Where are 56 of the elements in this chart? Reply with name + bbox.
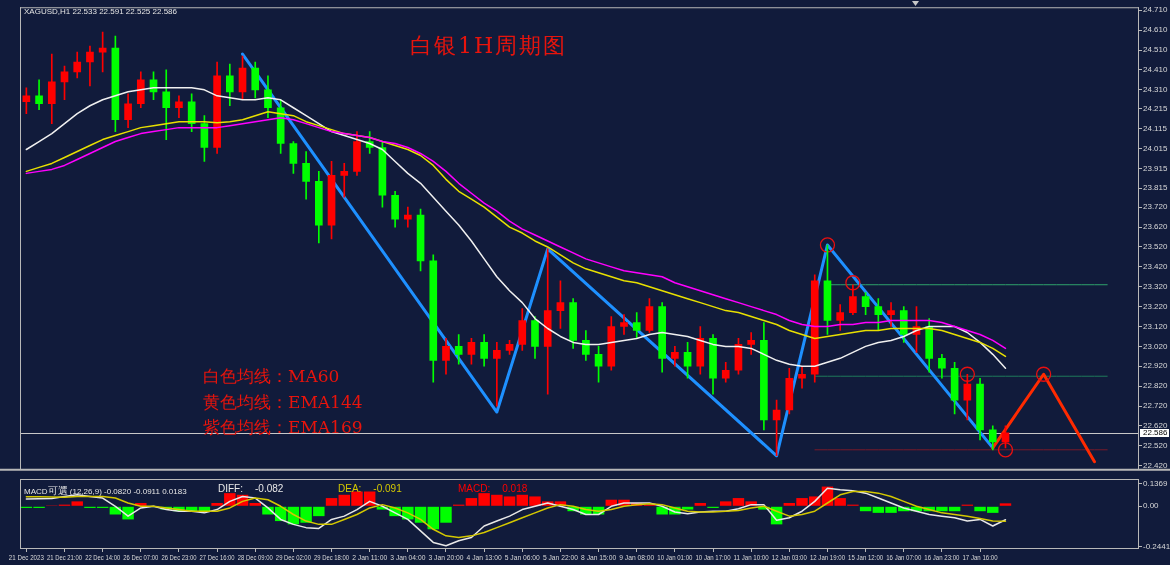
- y-tick-label: 22.820: [1143, 381, 1169, 391]
- x-tick-label: 9 Jan 08:00: [619, 552, 655, 563]
- y-tick-label: 23.320: [1143, 281, 1169, 291]
- y-tick-label: 23.220: [1143, 301, 1169, 311]
- x-tick-label: 4 Jan 13:00: [466, 552, 502, 563]
- y-tick-label: 24.610: [1143, 25, 1169, 35]
- y-tick-label: 24.710: [1143, 5, 1169, 15]
- y-tick-label: 24.310: [1143, 85, 1169, 95]
- series-label: DIFF:: [218, 483, 243, 495]
- series-label: DEA:: [338, 483, 362, 495]
- y-tick-label: 24.410: [1143, 65, 1169, 75]
- x-tick-label: 5 Jan 06:00: [504, 552, 540, 563]
- y-tick-label: 22.520: [1143, 441, 1169, 451]
- x-tick-label: 12 Jan 19:00: [809, 553, 846, 563]
- x-tick-label: 15 Jan 12:00: [848, 553, 884, 563]
- y-tick-label: 0.00: [1143, 501, 1160, 511]
- y-tick-label: 23.120: [1143, 321, 1169, 331]
- annotation: 紫色均线：EMA169: [203, 416, 363, 439]
- annotation: 黄色均线：EMA144: [203, 390, 363, 414]
- y-tick-label: 24.115: [1143, 123, 1168, 133]
- y-tick-label: 0.1369: [1143, 479, 1169, 488]
- x-tick-label: 10 Jan 01:00: [657, 553, 693, 563]
- y-tick-label: 22.720: [1143, 401, 1169, 411]
- y-tick-label: 24.015: [1143, 143, 1169, 153]
- y-tick-label: 23.620: [1143, 222, 1169, 232]
- y-tick-label: 23.520: [1143, 242, 1169, 252]
- x-tick-label: 3 Jan 20:00: [428, 552, 464, 563]
- y-tick-label: 22.920: [1143, 361, 1169, 371]
- x-tick-label: 5 Jan 22:00: [542, 552, 578, 563]
- annotation: 0.018: [502, 483, 528, 495]
- y-tick-label: 22.620: [1143, 421, 1169, 431]
- annotation: -0.082: [255, 483, 284, 495]
- series-label: MACD:: [458, 483, 491, 495]
- chart-subtitle: XAGUSD,H1 22.533 22.591 22.525 22.586: [24, 7, 177, 16]
- y-tick-label: 23.720: [1143, 202, 1169, 212]
- y-tick-label: 23.915: [1143, 163, 1169, 173]
- text: MACD可選 (12,26,9) -0.0820 -0.0911 0.0183: [24, 485, 187, 496]
- x-tick-label: 16 Jan 07:00: [886, 553, 922, 563]
- x-tick-label: 8 Jan 15:00: [581, 552, 617, 563]
- x-tick-label: 12 Jan 03:00: [771, 553, 807, 563]
- y-tick-label: 22.420: [1143, 460, 1169, 470]
- y-tick-label: -0.2441: [1143, 541, 1170, 551]
- x-tick-label: 17 Jan 16:00: [962, 553, 998, 563]
- x-tick-label: 2 Jan 11:00: [352, 552, 388, 563]
- y-tick-label: 24.510: [1143, 45, 1169, 55]
- x-tick-label: 3 Jan 04:00: [390, 552, 426, 563]
- ref-line-label: 22.586: [1143, 428, 1169, 438]
- text: 白银1H周期图: [410, 33, 568, 59]
- x-tick-label: 10 Jan 17:00: [695, 553, 731, 563]
- x-tick-label: 16 Jan 23:00: [924, 553, 960, 563]
- y-tick-label: 23.815: [1143, 183, 1169, 193]
- y-tick-label: 23.420: [1143, 262, 1169, 272]
- y-tick-label: 24.215: [1143, 103, 1169, 113]
- annotation: -0.091: [373, 483, 402, 495]
- annotation: 白色均线：MA60: [203, 365, 341, 388]
- y-tick-label: 23.020: [1143, 341, 1169, 351]
